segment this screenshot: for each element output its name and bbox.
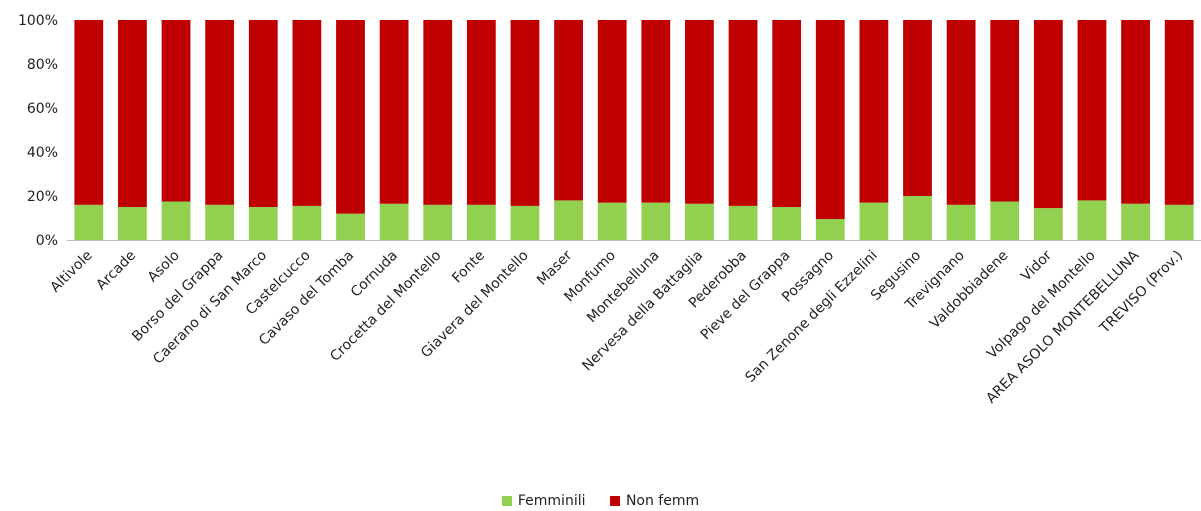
bar-non-femm-nervesa-della-battaglia — [685, 20, 714, 204]
bar-femminili-asolo — [161, 201, 191, 240]
bar-femminili-cavaso-del-tomba — [336, 213, 365, 240]
bar-femminili-altivole — [74, 204, 104, 240]
bar-femminili-nervesa-della-battaglia — [685, 203, 714, 240]
bar-non-femm-cornuda — [379, 20, 409, 204]
bar-non-femm-vidor — [1033, 20, 1063, 209]
y-tick-label: 80% — [27, 57, 58, 73]
bar-non-femm-altivole — [74, 20, 104, 205]
bar-femminili-volpago-del-montello — [1077, 200, 1107, 240]
legend-item-femminili: Femminili — [501, 493, 586, 509]
bar-femminili-area-asolo-montebelluna — [1121, 203, 1150, 240]
bar-non-femm-asolo — [161, 20, 191, 202]
bar-non-femm-cavaso-del-tomba — [336, 20, 365, 214]
bar-non-femm-valdobbiadene — [990, 20, 1020, 202]
bar-non-femm-trevignano — [946, 20, 976, 205]
bar-non-femm-possagno — [815, 20, 845, 220]
x-tick-label-maser: Maser — [534, 247, 575, 288]
legend-label-femminili: Femminili — [517, 493, 586, 509]
bar-non-femm-caerano-di-san-marco — [248, 20, 278, 207]
bar-femminili-giavera-del-montello — [510, 205, 540, 240]
legend-swatch-non-femm — [609, 496, 620, 506]
bar-non-femm-fonte — [466, 20, 496, 205]
bar-femminili-castelcucco — [292, 205, 322, 240]
bar-femminili-treviso-prov — [1164, 204, 1194, 240]
bar-non-femm-borso-del-grappa — [205, 20, 235, 205]
bar-femminili-montebelluna — [641, 202, 671, 240]
y-tick-label: 60% — [27, 101, 58, 117]
legend-swatch-femminili — [501, 496, 512, 506]
bar-femminili-valdobbiadene — [990, 201, 1020, 240]
bar-non-femm-area-asolo-montebelluna — [1121, 20, 1150, 204]
bar-femminili-caerano-di-san-marco — [248, 207, 278, 240]
x-tick-label-altivole: Altivole — [47, 248, 95, 296]
legend-label-non-femm: Non femm — [625, 493, 700, 509]
bar-non-femm-maser — [554, 20, 583, 201]
bar-femminili-cornuda — [379, 203, 409, 240]
bar-femminili-trevignano — [946, 204, 976, 240]
bar-non-femm-pieve-del-grappa — [772, 20, 802, 207]
bar-femminili-maser — [554, 200, 583, 240]
bar-femminili-arcade — [118, 207, 147, 240]
bar-femminili-monfumo — [597, 202, 627, 240]
bar-femminili-san-zenone-degli-ezzelini — [859, 202, 889, 240]
y-tick-label: 100% — [18, 13, 58, 29]
bar-femminili-pieve-del-grappa — [772, 207, 802, 240]
bar-femminili-pederobba — [728, 205, 758, 240]
bar-femminili-borso-del-grappa — [205, 204, 235, 240]
y-axis: 0% 20% 40% 60% 80% 100% — [18, 13, 58, 249]
bar-non-femm-montebelluna — [641, 20, 671, 203]
y-tick-label: 0% — [36, 233, 58, 249]
bar-femminili-crocetta-del-montello — [423, 204, 453, 240]
bar-non-femm-arcade — [118, 20, 147, 207]
y-tick-label: 20% — [27, 189, 58, 205]
bar-non-femm-san-zenone-degli-ezzelini — [859, 20, 889, 203]
x-tick-label-arcade: Arcade — [93, 248, 139, 294]
legend: Femminili Non femm — [0, 493, 1201, 510]
bar-non-femm-crocetta-del-montello — [423, 20, 453, 205]
legend-item-non-femm: Non femm — [609, 493, 700, 509]
bar-femminili-vidor — [1033, 208, 1063, 240]
bar-non-femm-pederobba — [728, 20, 758, 206]
bar-non-femm-giavera-del-montello — [510, 20, 540, 206]
bar-non-femm-segusino — [903, 20, 932, 196]
bar-non-femm-treviso-prov — [1164, 20, 1194, 205]
y-tick-label: 40% — [27, 145, 58, 161]
bar-non-femm-volpago-del-montello — [1077, 20, 1107, 201]
x-tick-label-asolo: Asolo — [145, 248, 183, 286]
bar-femminili-segusino — [903, 196, 932, 240]
x-tick-label-treviso-prov: TREVISO (Prov.) — [1096, 248, 1186, 338]
x-tick-label-vidor: Vidor — [1018, 247, 1055, 284]
x-tick-label-valdobbiadene: Valdobbiadene — [927, 248, 1012, 333]
bar-femminili-possagno — [815, 219, 845, 240]
bars — [74, 20, 1194, 240]
bar-femminili-fonte — [466, 204, 496, 240]
bar-non-femm-castelcucco — [292, 20, 322, 206]
bar-non-femm-monfumo — [597, 20, 627, 203]
x-tick-label-fonte: Fonte — [449, 248, 488, 287]
